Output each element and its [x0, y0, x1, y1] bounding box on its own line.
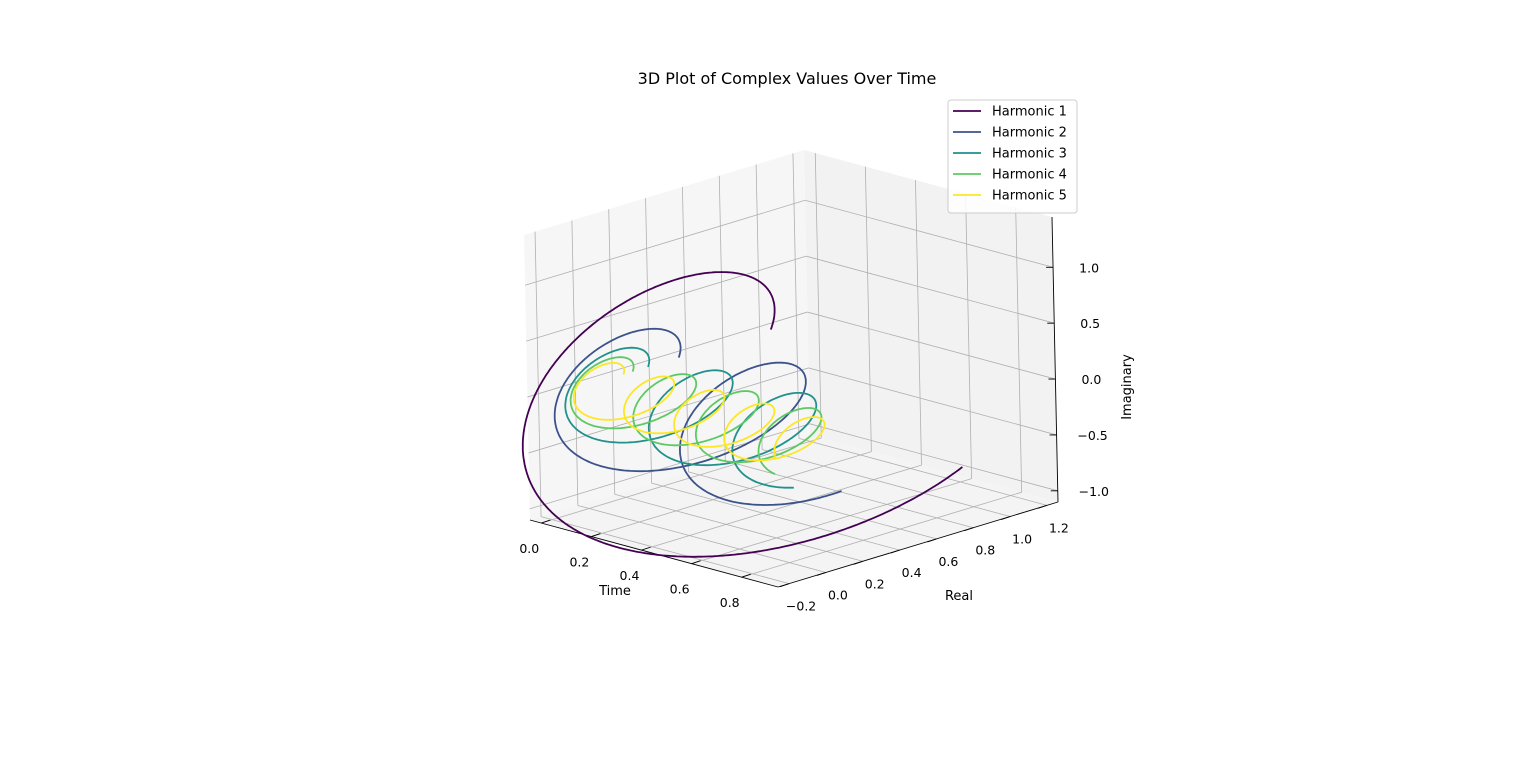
series-line-1: [521, 271, 963, 558]
y-tick: [1000, 516, 1011, 520]
grid-line-x: [591, 451, 872, 537]
grid-line-y: [755, 164, 763, 450]
z-axis-label: Imaginary: [1120, 354, 1135, 420]
z-tick-label: 0.5: [1080, 316, 1100, 331]
grid-line-z: [806, 255, 1055, 324]
grid-line-x: [864, 166, 872, 452]
x-tick-label: 0.0: [519, 541, 539, 556]
grid-line-z: [524, 199, 806, 286]
y-tick-label: 1.0: [1012, 532, 1032, 547]
y-tick: [816, 572, 827, 576]
grid-line-z: [807, 311, 1056, 380]
y-axis-label: Real: [945, 589, 973, 604]
pane-left: [524, 150, 810, 520]
x-tick: [591, 533, 601, 538]
grid-line-x: [915, 180, 922, 466]
grid-line-z: [526, 255, 807, 342]
series-line-5: [572, 361, 826, 462]
x-axis-label: Time: [598, 584, 631, 599]
legend-entry: Harmonic 2: [992, 126, 1067, 141]
y-tick: [853, 560, 863, 565]
z-tick-label: −1.0: [1079, 484, 1109, 499]
grid-line-x: [641, 464, 922, 551]
grid-line-y: [798, 437, 1048, 506]
x-tick: [691, 560, 701, 565]
grid-line-x: [741, 491, 1022, 578]
y-tick: [890, 549, 900, 554]
series-line-2: [553, 327, 842, 506]
x-tick: [641, 546, 651, 551]
x-tick-label: 0.6: [670, 582, 690, 597]
x-tick-label: 0.8: [720, 595, 740, 610]
x-tick: [541, 519, 551, 524]
chart-title: 3D Plot of Complex Values Over Time: [638, 69, 937, 88]
legend-entry: Harmonic 3: [992, 147, 1067, 162]
series-line-4: [569, 356, 823, 476]
grid-line-y: [725, 460, 974, 529]
grid-line-x: [965, 193, 972, 479]
grid-line-z: [529, 423, 810, 510]
x-tick-label: 0.4: [620, 568, 640, 583]
grid-line-y: [792, 153, 800, 439]
y-tick-label: 0.0: [828, 588, 848, 603]
series-layer: [521, 271, 963, 558]
y-tick-label: 0.4: [902, 565, 922, 580]
y-tick-label: 0.6: [938, 554, 958, 569]
z-tick-label: 0.0: [1081, 372, 1101, 387]
grid-line-z: [528, 367, 809, 454]
grid-line-y: [614, 493, 863, 562]
y-tick-label: −0.2: [786, 599, 816, 614]
grid-line-x: [814, 153, 822, 439]
z-tick-label: 1.0: [1079, 260, 1099, 275]
grid-line-y: [571, 220, 579, 506]
grid-line-y: [577, 505, 826, 573]
tick-labels: 0.0 0.2 0.4 0.6 0.8 −0.2 0.0 0.2 0.4 0.6 0.8 1.0 1.2…: [519, 260, 1109, 613]
y-tick-label: 0.2: [865, 576, 885, 591]
grid-line-y: [534, 231, 542, 517]
grid-line-y: [762, 449, 1011, 517]
grid-line-z: [527, 311, 808, 398]
axis-panes: [524, 150, 1058, 587]
grid-line-z: [809, 423, 1058, 492]
y-tick: [779, 583, 790, 588]
legend-frame: [947, 99, 1078, 214]
y-tick: [1037, 504, 1048, 509]
grid-line-y: [688, 471, 937, 540]
y-tick: [964, 527, 974, 532]
grid-line-y: [718, 175, 726, 461]
grid-line-y: [651, 482, 900, 551]
pane-back: [804, 150, 1058, 502]
z-tick-label: −0.5: [1077, 428, 1107, 443]
y-tick: [927, 538, 937, 543]
y-tick-label: 0.8: [975, 543, 995, 558]
grid-line-y: [540, 516, 790, 585]
y-tick-label: 1.2: [1049, 520, 1069, 535]
legend-entry: Harmonic 1: [992, 105, 1067, 120]
legend: Harmonic 1 Harmonic 2 Harmonic 3 Harmonic 4…: [947, 99, 1078, 214]
legend-entry: Harmonic 4: [992, 168, 1067, 183]
legend-entry: Harmonic 5: [992, 189, 1067, 204]
z-axis-line: [1051, 216, 1059, 503]
grid-line-z: [808, 367, 1057, 436]
x-tick: [741, 573, 751, 578]
grid-line-z: [804, 199, 1054, 268]
series-line-3: [564, 346, 818, 489]
grid-line-y: [682, 186, 689, 472]
x-tick-label: 0.2: [569, 555, 589, 570]
grid-line-x: [1015, 207, 1023, 493]
